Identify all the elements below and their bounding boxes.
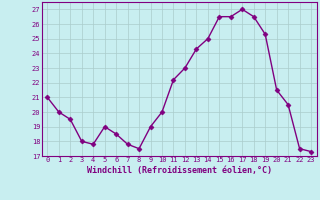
X-axis label: Windchill (Refroidissement éolien,°C): Windchill (Refroidissement éolien,°C)	[87, 166, 272, 175]
